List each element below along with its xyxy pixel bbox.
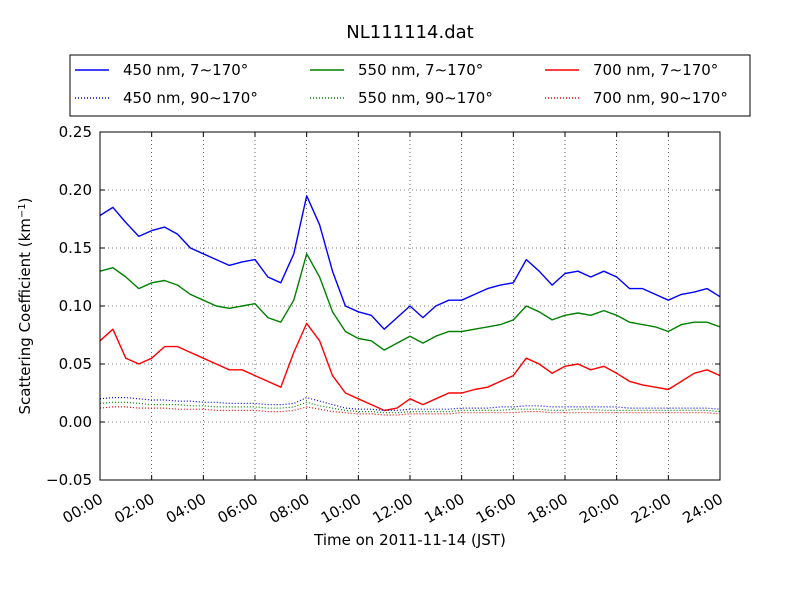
y-axis-label-sup: −1 (17, 203, 28, 218)
legend-label: 550 nm, 7∼170° (358, 61, 483, 79)
y-tick-label: 0.00 (59, 413, 92, 431)
y-axis-label-main: Scattering Coefficient (km (16, 218, 34, 414)
y-axis-label: Scattering Coefficient (km−1) (16, 197, 34, 414)
y-tick-label: −0.05 (46, 471, 92, 489)
series-layer (99, 195, 721, 416)
chart-title: NL111114.dat (346, 22, 473, 43)
series-line (99, 253, 721, 351)
series-line (99, 401, 721, 414)
legend-label: 700 nm, 7∼170° (593, 61, 718, 79)
y-tick-label: 0.15 (59, 239, 92, 257)
series-line (99, 195, 721, 330)
x-axis-label: Time on 2011-11-14 (JST) (313, 531, 506, 549)
legend-label: 700 nm, 90∼170° (593, 89, 728, 107)
series-line (99, 322, 721, 412)
y-tick-label: 0.05 (59, 355, 92, 373)
legend-label: 450 nm, 90∼170° (123, 89, 258, 107)
legend: 450 nm, 7∼170° 550 nm, 7∼170° 700 nm, 7∼17… (69, 54, 751, 117)
y-tick-label: 0.20 (59, 181, 92, 199)
legend-box (69, 54, 751, 117)
y-tick-label: 0.25 (59, 123, 92, 141)
grid (100, 132, 720, 480)
y-axis-label-end: ) (16, 197, 34, 203)
y-tick-label: 0.10 (59, 297, 92, 315)
legend-label: 450 nm, 7∼170° (123, 61, 248, 79)
legend-label: 550 nm, 90∼170° (358, 89, 493, 107)
